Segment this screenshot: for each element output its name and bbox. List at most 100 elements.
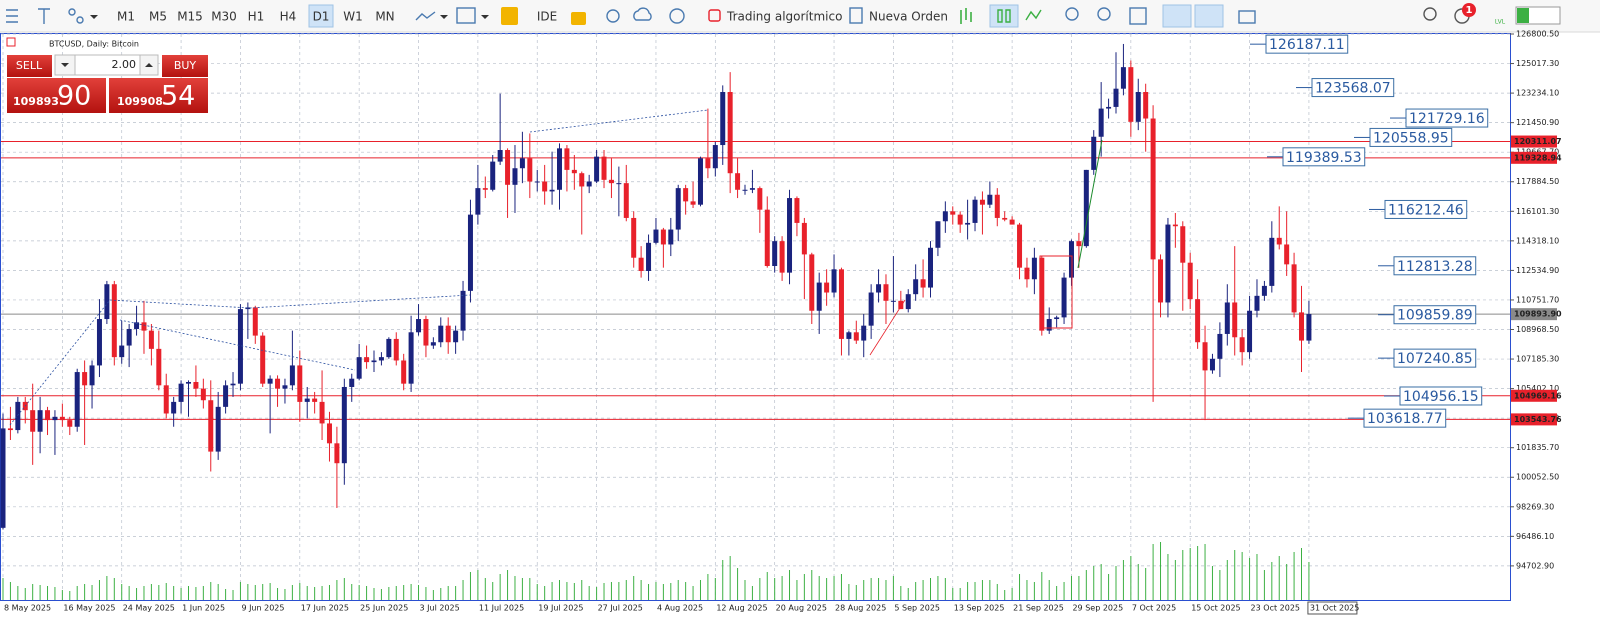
candle-body	[341, 386, 347, 464]
dropdown[interactable]	[90, 15, 98, 19]
candle-body	[950, 211, 956, 215]
timeframe[interactable]: MN	[375, 10, 394, 24]
level-label-box	[1311, 78, 1395, 98]
level-label-box	[1363, 408, 1447, 428]
timeframe[interactable]: M15	[177, 10, 203, 24]
candle-body	[757, 188, 763, 210]
line-icon[interactable]	[1025, 9, 1042, 21]
candle-body	[549, 189, 555, 192]
candle-body	[1217, 333, 1223, 359]
price-box-label: 104969.16	[1514, 391, 1562, 400]
candle-body	[1299, 312, 1304, 341]
sell-button[interactable]	[7, 55, 52, 77]
x-tick-label: 28 Aug 2025	[835, 604, 886, 613]
buy-label: BUY	[174, 59, 197, 72]
timeframe[interactable]: H4	[280, 10, 297, 24]
candle-body	[245, 307, 251, 310]
candle-body	[1291, 264, 1297, 313]
algo-trading-button[interactable]: Trading algorítmico	[726, 10, 842, 24]
candle-body	[1091, 136, 1097, 170]
candle-body	[623, 183, 629, 218]
candle-body	[1261, 285, 1267, 296]
candle-body	[935, 221, 941, 248]
timeframe[interactable]: M1	[117, 10, 135, 24]
ide-button[interactable]: IDE	[537, 10, 557, 24]
candle-body	[631, 217, 637, 258]
zoom-in[interactable]	[1065, 7, 1079, 21]
trade-panel: BTCUSD, Daily: Bitcoin SELL 2.00 BUY 109…	[6, 37, 208, 113]
candle-body	[1232, 302, 1238, 338]
candle-body	[438, 325, 444, 343]
dropdown[interactable]	[481, 15, 489, 19]
timeframe[interactable]: M30	[211, 10, 237, 24]
chart-shift[interactable]	[1194, 4, 1224, 28]
ask-box[interactable]	[109, 78, 208, 113]
timeframe[interactable]: M5	[149, 10, 167, 24]
vps[interactable]	[669, 8, 685, 24]
x-tick-label: 20 Aug 2025	[776, 604, 827, 613]
candle-body	[52, 416, 58, 421]
trend-line	[869, 299, 906, 356]
chart-type[interactable]	[415, 11, 436, 21]
candle-body	[67, 420, 73, 427]
plot-frame	[0, 33, 1511, 601]
search[interactable]	[1423, 7, 1437, 21]
candle-body	[994, 194, 1000, 218]
dropdown[interactable]	[440, 15, 448, 19]
level-label: 112813.28	[1397, 259, 1473, 275]
cloud[interactable]	[633, 7, 652, 21]
screenshot[interactable]	[1238, 10, 1256, 24]
bid-box[interactable]	[7, 78, 106, 113]
zoom-out[interactable]	[1097, 7, 1111, 21]
arrow	[61, 63, 69, 67]
candle-body	[1106, 106, 1112, 109]
indicators[interactable]	[456, 7, 476, 24]
signals-icon[interactable]	[501, 7, 518, 25]
bars-icon[interactable]	[960, 8, 972, 24]
candle-body	[616, 183, 622, 185]
level-label-box	[1393, 348, 1477, 368]
tile-windows[interactable]	[1129, 7, 1147, 25]
new-order-button[interactable]: Nueva Orden	[869, 10, 948, 24]
chart-title: BTCUSD, Daily: Bitcoin	[49, 40, 139, 49]
candle-body	[861, 325, 867, 341]
candle-body	[126, 328, 132, 346]
autoscroll[interactable]	[1162, 4, 1192, 28]
candles-icon[interactable]	[989, 4, 1019, 28]
candle-body	[987, 194, 993, 205]
candle-body	[104, 284, 110, 320]
candle-body	[1098, 108, 1104, 137]
objects-icon[interactable]	[68, 8, 76, 16]
active-timeframe	[308, 4, 334, 28]
buy-button[interactable]	[162, 55, 208, 77]
bid-fraction: 90	[57, 81, 91, 112]
candle-body	[824, 282, 830, 293]
candle-body	[579, 173, 585, 187]
candle-body	[868, 292, 874, 326]
order-icon[interactable]	[849, 7, 863, 24]
candle-body	[905, 294, 911, 310]
market-icon[interactable]	[571, 12, 586, 25]
candle-body	[512, 168, 518, 185]
signals[interactable]	[606, 9, 620, 23]
menu-icon[interactable]	[6, 9, 18, 23]
candle-body	[816, 282, 822, 311]
algo-icon[interactable]	[708, 9, 721, 22]
candle-body	[37, 410, 43, 432]
candle-body	[831, 269, 837, 293]
candle-body	[720, 92, 726, 146]
candle-body	[749, 188, 755, 190]
timeframe[interactable]: W1	[343, 10, 363, 24]
candle-body	[1180, 226, 1186, 263]
text-tool[interactable]	[38, 8, 50, 24]
lvl-label: LVL	[1495, 19, 1506, 26]
candle-body	[838, 269, 844, 339]
timeframe[interactable]: H1	[248, 10, 265, 24]
level-label: 119389.53	[1286, 150, 1362, 166]
timeframe[interactable]: D1	[313, 10, 330, 24]
candle-body	[787, 198, 793, 273]
candle-body	[794, 198, 800, 223]
candle-body	[378, 357, 384, 361]
chart-decorations	[9, 109, 1103, 426]
price-box	[1511, 135, 1557, 148]
